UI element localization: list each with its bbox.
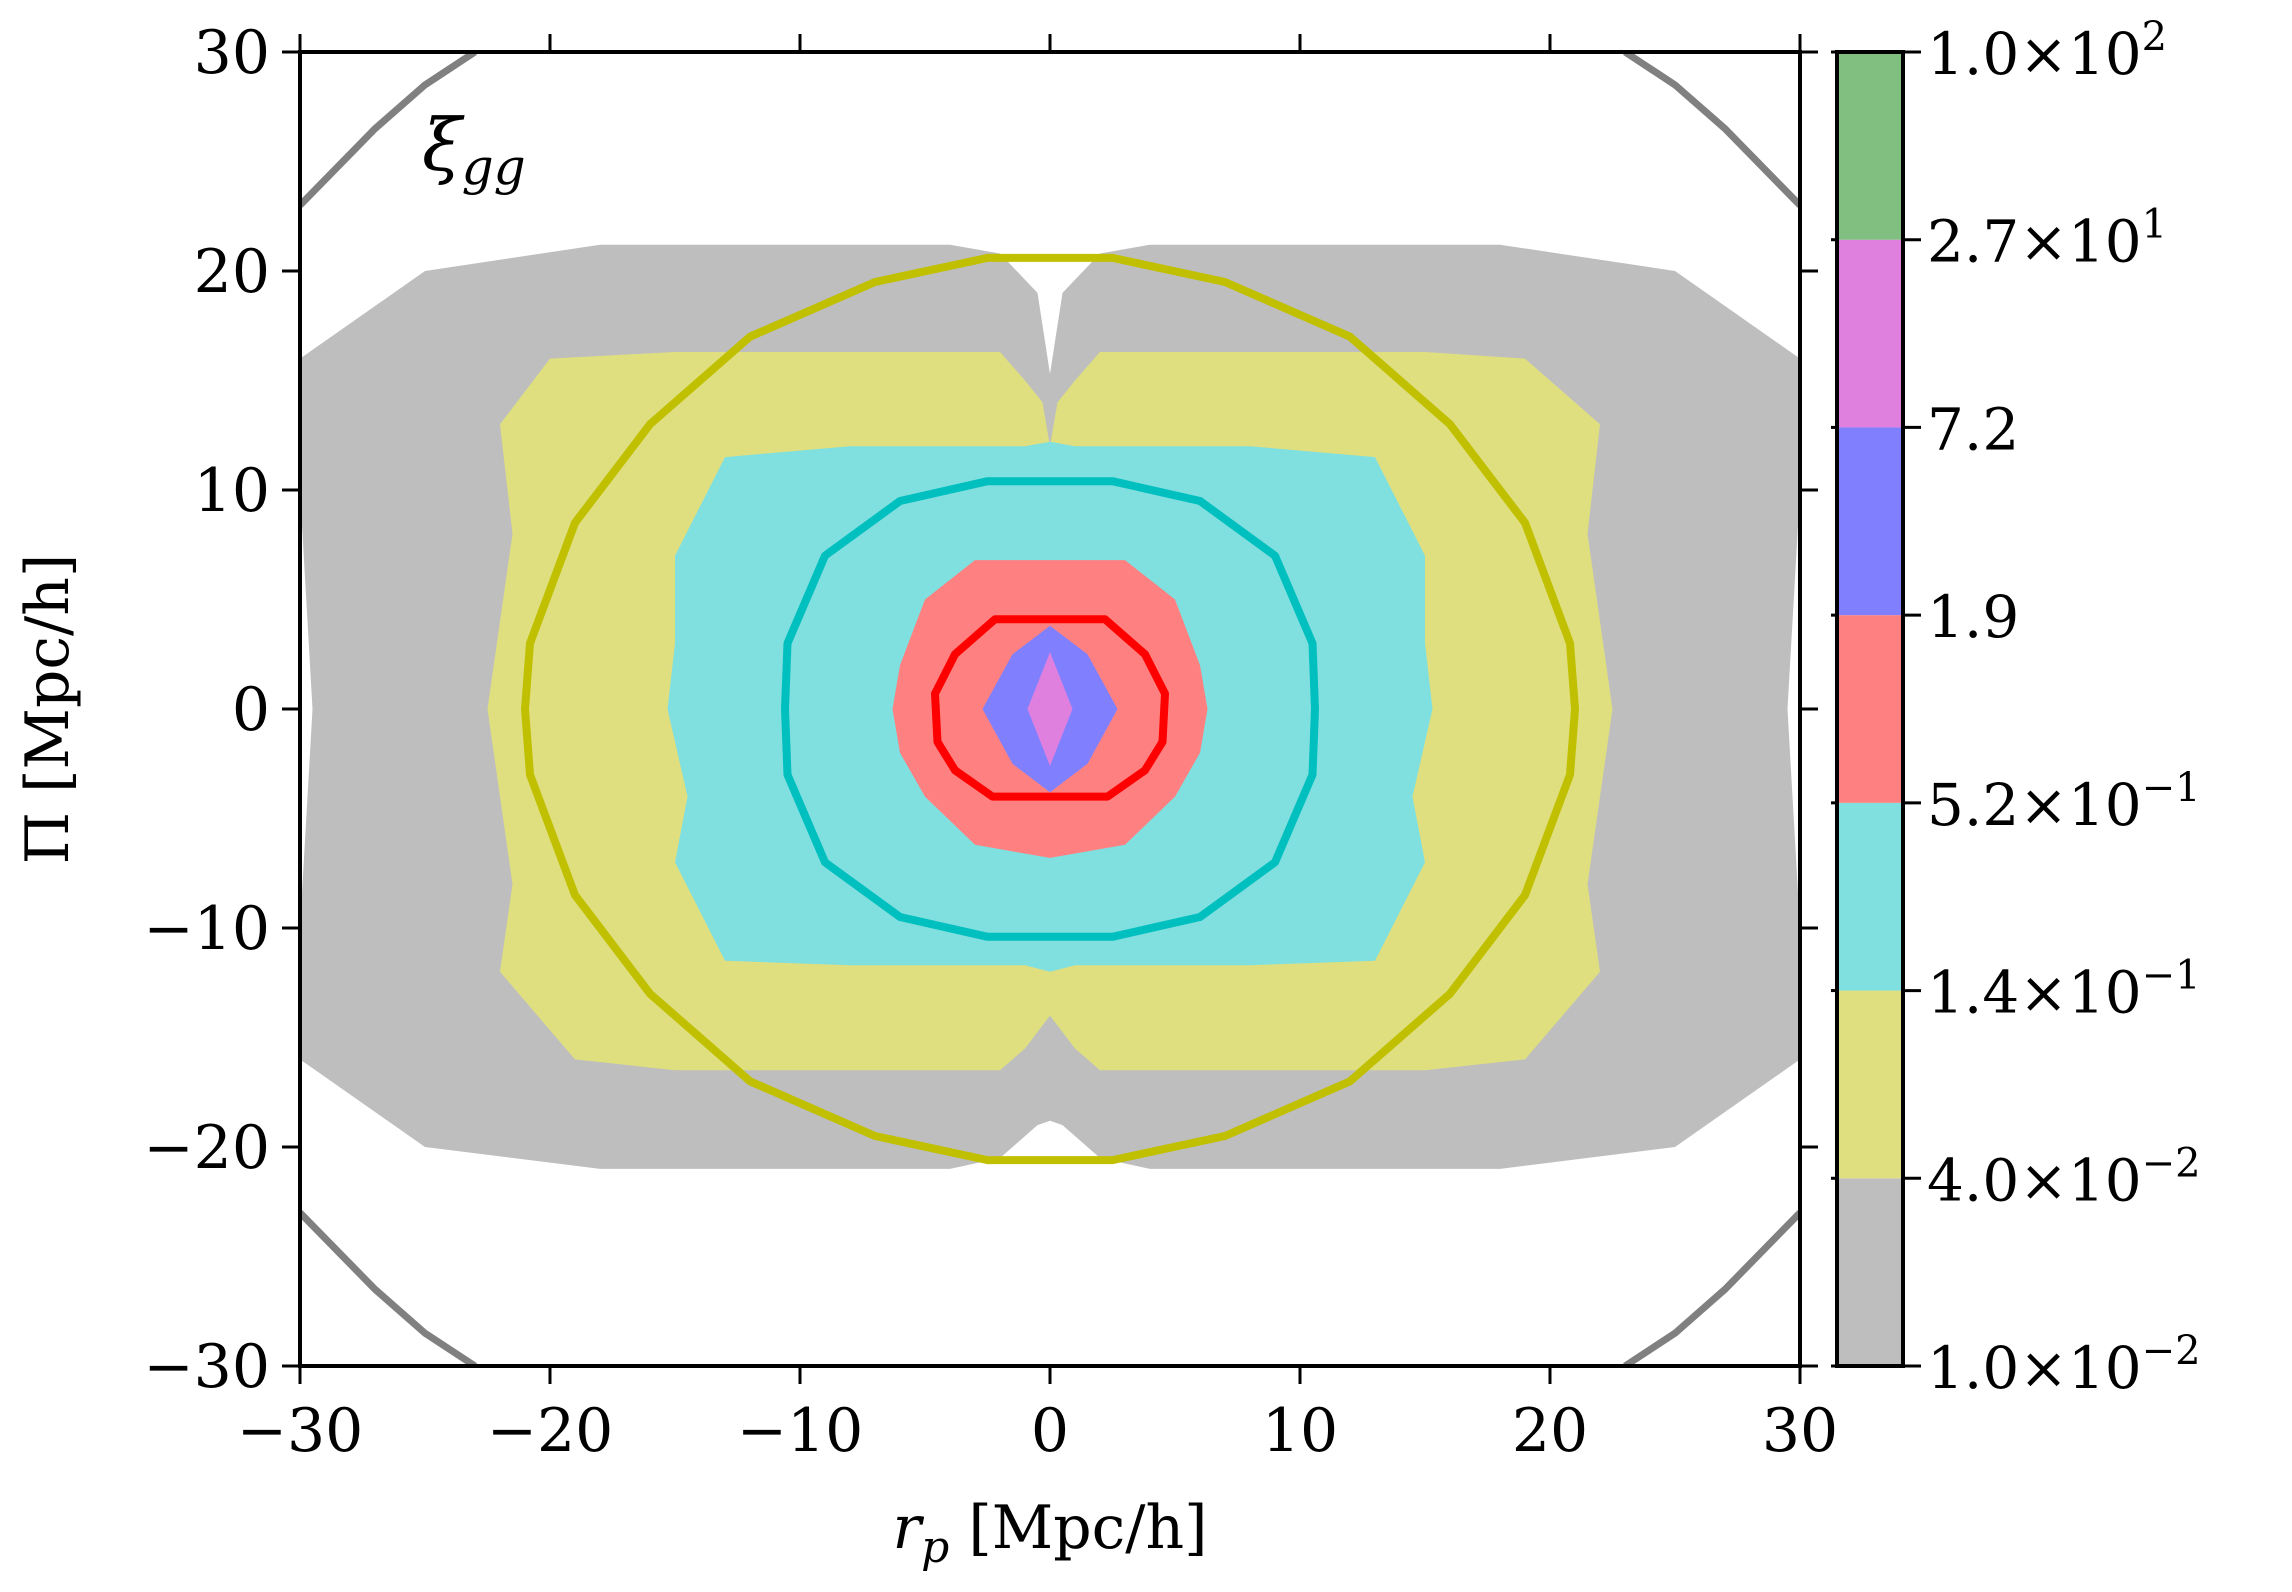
x-axis-label-unit: [Mpc/h] — [949, 1493, 1207, 1563]
x-tick-label: 10 — [1262, 1396, 1338, 1466]
x-tick-label: 30 — [1762, 1396, 1838, 1466]
outer-contour-arc-2 — [300, 1210, 477, 1366]
colorbar-segment — [1837, 427, 1903, 616]
panel-label-symbol: ξ — [422, 103, 465, 187]
colorbar-segment — [1837, 239, 1903, 428]
x-axis-label: rp [Mpc/h] — [892, 1493, 1207, 1573]
model-contour-lines — [521, 253, 1579, 1165]
model-contour-line-0 — [521, 253, 1579, 1165]
outer-contour-arc-3 — [1623, 1210, 1800, 1366]
filled-contours — [300, 244, 1800, 1169]
model-contour-line-1 — [781, 477, 1319, 941]
y-axis-ticks: −30 −20 −10 0 10 20 30 — [143, 18, 1818, 1402]
y-tick-label: 0 — [232, 675, 270, 745]
colorbar: 1.0×10−2 4.0×10−2 1.4×10−1 5.2×10−1 1.9 7.2 2.… — [1831, 14, 2201, 1402]
colorbar-tick-label: 1.9 — [1927, 583, 2019, 651]
y-tick-label: −10 — [143, 894, 270, 964]
colorbar-segment — [1837, 615, 1903, 803]
outer-contour-arcs — [300, 52, 1800, 1366]
colorbar-tick-label: 5.2×10−1 — [1927, 765, 2201, 839]
colorbar-segment — [1837, 802, 1903, 991]
y-tick-label: −20 — [143, 1113, 270, 1183]
colorbar-tick-label: 7.2 — [1927, 395, 2019, 463]
y-tick-label: 20 — [194, 237, 270, 307]
colorbar-tick-label: 2.7×101 — [1927, 202, 2167, 276]
x-tick-label: 20 — [1512, 1396, 1588, 1466]
filled-contour-level-5 — [1027, 652, 1073, 766]
panel-label: ξgg — [422, 103, 526, 196]
y-tick-label: −30 — [143, 1332, 270, 1402]
x-axis-label-var: r — [892, 1493, 924, 1563]
colorbar-segment — [1837, 1178, 1903, 1366]
colorbar-frame — [1835, 50, 1905, 1368]
colorbar-tick-label: 1.0×10−2 — [1927, 1328, 2201, 1402]
y-tick-label: 30 — [194, 18, 270, 88]
x-tick-label: 0 — [1031, 1396, 1069, 1466]
panel-label-subscript: gg — [462, 138, 526, 196]
colorbar-tick-label: 1.4×10−1 — [1927, 953, 2201, 1027]
x-tick-label: −10 — [737, 1396, 864, 1466]
x-axis-label-sub: p — [921, 1522, 949, 1573]
outer-contour-arc-0 — [300, 52, 477, 208]
x-tick-label: −30 — [237, 1396, 364, 1466]
x-tick-label: −20 — [487, 1396, 614, 1466]
colorbar-segment — [1837, 52, 1903, 240]
colorbar-tick-label: 4.0×10−2 — [1927, 1140, 2201, 1214]
colorbar-segment — [1837, 990, 1903, 1179]
y-tick-label: 10 — [194, 456, 270, 526]
x-axis-ticks: −30 −20 −10 0 10 20 30 — [237, 34, 1838, 1466]
y-axis-label: Π [Mpc/h] — [13, 554, 83, 865]
model-contour-line-2 — [931, 615, 1169, 801]
colorbar-tick-label: 1.0×102 — [1927, 14, 2167, 88]
outer-contour-arc-1 — [1623, 52, 1800, 208]
